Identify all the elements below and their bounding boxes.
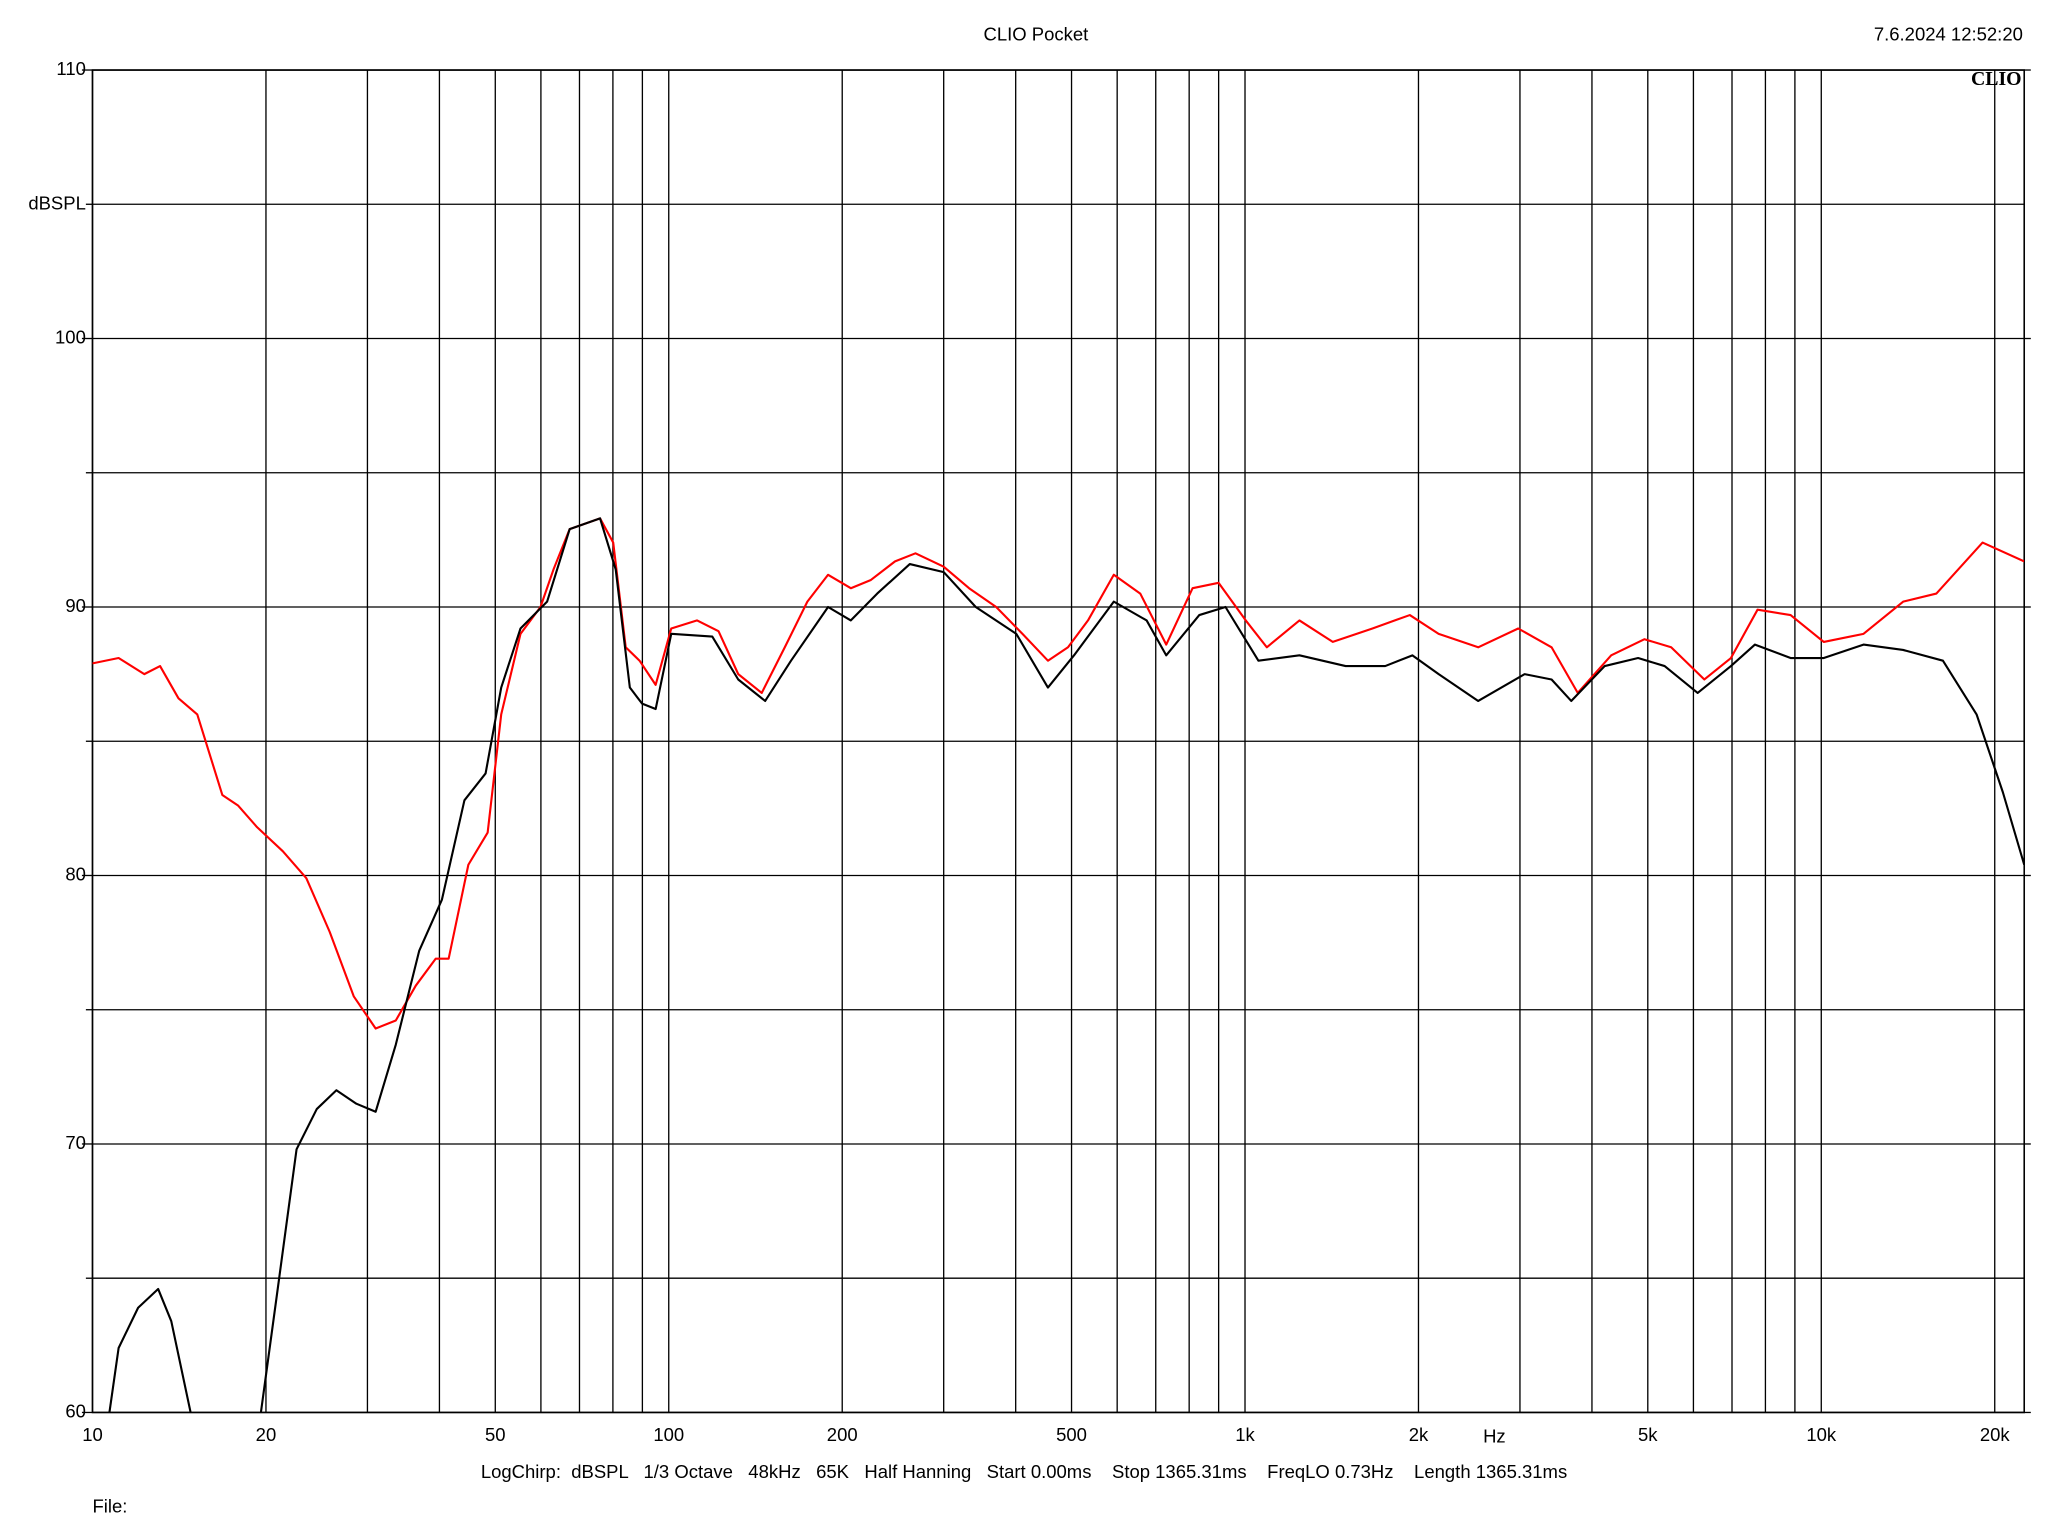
plot-frame xyxy=(91,69,2026,1414)
y-tick-label: 100 xyxy=(55,326,86,347)
measurement-info: LogChirp: dBSPL 1/3 Octave 48kHz 65K Hal… xyxy=(481,1461,1567,1482)
y-tick-label: 90 xyxy=(65,595,86,616)
timestamp: 7.6.2024 12:52:20 xyxy=(1874,24,2023,45)
x-tick-label: 10 xyxy=(82,1424,103,1445)
data-line xyxy=(92,517,2025,1030)
y-axis-label: dBSPL xyxy=(28,193,86,214)
x-tick-label: 200 xyxy=(827,1424,858,1445)
y-tick-label: 70 xyxy=(65,1132,86,1153)
x-tick-label: 100 xyxy=(653,1424,684,1445)
y-tick-label: 60 xyxy=(65,1400,86,1421)
x-tick-label: 10k xyxy=(1806,1424,1837,1445)
logo: CLIO xyxy=(1971,68,2022,90)
chart-title: CLIO Pocket xyxy=(983,24,1088,45)
x-tick-label: 500 xyxy=(1056,1424,1087,1445)
y-tick-label: 110 xyxy=(56,58,85,79)
data-line xyxy=(108,517,2025,1413)
x-tick-label: 50 xyxy=(485,1424,506,1445)
x-tick-label: 20k xyxy=(1980,1424,2011,1445)
x-tick-label: 5k xyxy=(1638,1424,1658,1445)
x-axis-label: Hz xyxy=(1483,1425,1506,1446)
x-tick-label: 2k xyxy=(1409,1424,1429,1445)
file-label: File: xyxy=(92,1495,127,1516)
x-tick-label: 20 xyxy=(256,1424,277,1445)
y-tick-label: 80 xyxy=(65,863,86,884)
x-tick-label: 1k xyxy=(1235,1424,1255,1445)
